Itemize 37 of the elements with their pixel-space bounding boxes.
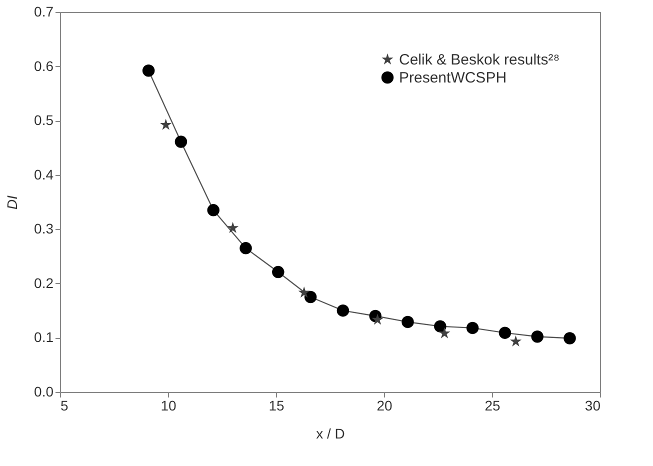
point [142,64,155,77]
y-axis-title: DI [4,195,20,210]
y-tick-label: 0.7 [34,4,54,20]
y-tick-label: 0.5 [34,112,54,128]
point [438,327,450,338]
y-tick-label: 0.3 [34,220,54,237]
legend-label: Celik & Beskok results²⁸ [399,52,560,68]
x-tick-label: 10 [160,398,176,414]
point [160,118,172,130]
point [510,335,522,346]
x-tick-label: 20 [376,398,392,414]
y-tick-label: 0.2 [34,274,54,291]
point [531,330,544,343]
point [226,222,239,234]
point [298,286,310,298]
y-tick-label: 0.0 [34,384,54,400]
point [174,136,188,148]
y-tick-label: 0.1 [34,329,54,346]
point [207,204,220,216]
legend-label: PresentWCSPH [399,70,507,86]
x-axis-title: x / D [316,426,345,442]
y-tick-label: 0.4 [34,166,54,182]
point [434,320,446,332]
point [466,322,479,334]
point [272,266,284,278]
point [336,304,350,317]
x-tick-label: 5 [60,398,68,414]
x-tick-label: 25 [484,398,500,414]
point [304,290,317,304]
point [402,316,414,328]
point [564,332,576,344]
point [240,242,252,254]
x-tick-label: 15 [268,398,284,414]
y-tick-label: 0.6 [34,58,54,74]
point [372,314,384,325]
x-tick-label: 30 [584,398,601,414]
point [498,326,512,339]
